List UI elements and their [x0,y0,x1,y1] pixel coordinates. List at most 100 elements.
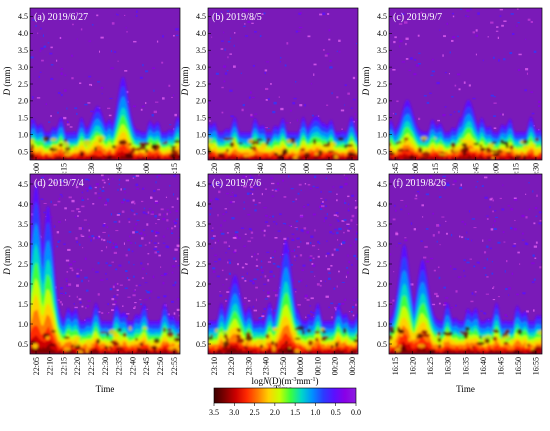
x-tick-label: 00:10 [313,357,322,375]
colorbar-tick-label: 1.5 [290,408,300,417]
colorbar-tick-label: 3.0 [229,408,239,417]
y-axis-label: D (mm) [2,67,12,97]
y-tick-label: 4.0 [377,200,387,209]
colorbar-tick-label: 2.5 [250,408,260,417]
colorbar-label: logN(D)(m-3mm-1) [251,376,318,386]
contour-level [30,222,180,354]
x-axis-label: Time [456,384,475,394]
y-tick-label: 1.0 [18,320,28,329]
y-tick-label: 0.5 [196,147,206,156]
y-tick-label: 1.5 [18,114,28,123]
panel-label: (b) 2019/8/5 [212,12,262,23]
x-tick-label: 03:45 [115,163,124,181]
y-axis-label: D (mm) [361,246,371,276]
y-tick-label: 4.5 [196,180,206,189]
y-tick-label: 2.5 [377,260,387,269]
x-tick-label: 02:50 [279,163,288,181]
x-tick-label: 22:10 [46,357,55,375]
y-tick-label: 0.5 [18,147,28,156]
y-axis-label: D (mm) [2,246,12,276]
x-tick-label: 22:40 [128,357,137,375]
x-tick-label: 23:50 [279,357,288,375]
x-tick-label: 22:35 [115,357,124,375]
x-tick-label: 23:40 [262,357,271,375]
x-tick-label: 23:30 [244,357,253,375]
y-tick-label: 4.0 [196,200,206,209]
concentration-contours [30,181,180,354]
y-tick-label: 1.5 [196,300,206,309]
y-tick-label: 3.5 [196,46,206,55]
contour-level [30,325,180,354]
x-tick-label: 23:10 [210,357,219,375]
contour-level [389,155,542,160]
y-tick-label: 3.5 [377,220,387,229]
y-tick-label: 1.5 [196,114,206,123]
y-tick-label: 1.0 [377,320,387,329]
colorbar-tick-label: 2.0 [270,408,280,417]
x-tick-label: 22:45 [142,357,151,375]
x-tick-label: 02:40 [256,163,265,181]
heatmap-area [208,174,358,354]
x-tick-label: 00:20 [331,357,340,375]
x-tick-label: 23:30 [451,163,460,181]
y-tick-label: 3.0 [18,240,28,249]
concentration-contours [208,116,358,160]
x-tick-label: 23:00 [411,163,420,181]
x-tick-label: 22:45 [391,163,400,181]
contour-level [30,154,180,160]
y-tick-label: 4.5 [18,180,28,189]
y-tick-label: 2.5 [18,80,28,89]
panel-3: (c) 2019/9/7 0.5 1.0 1.5 2.0 2.5 3.0 3.5 4.0 4.5 D… [361,7,543,200]
panel-label: (f) 2019/8/26 [393,178,446,189]
x-tick-label: 03:20 [348,163,357,181]
x-tick-label: 23:45 [471,163,480,181]
y-tick-label: 2.0 [377,280,387,289]
contour-level [208,347,358,354]
y-tick-label: 1.0 [377,130,387,139]
panel-label: (d) 2019/7/4 [34,178,84,189]
x-tick-label: 22:25 [87,357,96,375]
x-tick-label: 22:05 [32,357,41,375]
concentration-contours [30,77,180,160]
x-tick-label: 16:50 [514,357,523,375]
y-tick-label: 2.5 [196,260,206,269]
panel-1: (a) 2019/6/27 0.5 1.0 1.5 2.0 2.5 3.0 3.5 4.0 4.5… [2,7,181,200]
x-tick-label: 16:35 [461,357,470,375]
contour-level [30,201,180,354]
contour-level [30,278,180,354]
y-tick-label: 2.0 [196,97,206,106]
y-tick-label: 3.5 [377,46,387,55]
x-axis-label: Time [96,384,115,394]
x-tick-label: 03:15 [59,163,68,181]
colorbar-tick-label: 1.0 [310,408,320,417]
y-tick-label: 1.0 [18,130,28,139]
y-tick-label: 1.5 [377,300,387,309]
y-tick-label: 4.0 [377,29,387,38]
panel-2: (b) 2019/8/5 0.5 1.0 1.5 2.0 2.5 3.0 3.5 4.0 4.5 D… [180,7,359,200]
heatmap-area [30,174,180,354]
x-tick-label: 16:25 [426,357,435,375]
y-tick-label: 1.0 [196,320,206,329]
colorbar-tick-label: 0.5 [331,408,341,417]
y-tick-label: 2.5 [377,80,387,89]
y-tick-label: 3.0 [377,240,387,249]
y-tick-label: 4.0 [18,29,28,38]
y-tick-label: 3.0 [18,63,28,72]
y-tick-label: 4.5 [196,12,206,21]
heatmap-area [208,8,358,160]
y-axis-label: D (mm) [180,67,190,97]
y-tick-label: 1.5 [18,300,28,309]
contour-level [30,309,180,354]
x-tick-label: 22:30 [101,357,110,375]
x-tick-label: 16:45 [496,357,505,375]
y-tick-label: 2.5 [196,80,206,89]
x-tick-label: 04:15 [170,163,179,181]
contour-level [30,262,180,354]
y-tick-label: 3.5 [18,220,28,229]
x-tick-label: 23:20 [227,357,236,375]
contour-level [208,342,358,354]
heatmap-area [389,8,542,160]
y-tick-label: 4.5 [377,180,387,189]
x-tick-label: 02:30 [233,163,242,181]
colorbar-tick-label: 0.0 [351,408,361,417]
